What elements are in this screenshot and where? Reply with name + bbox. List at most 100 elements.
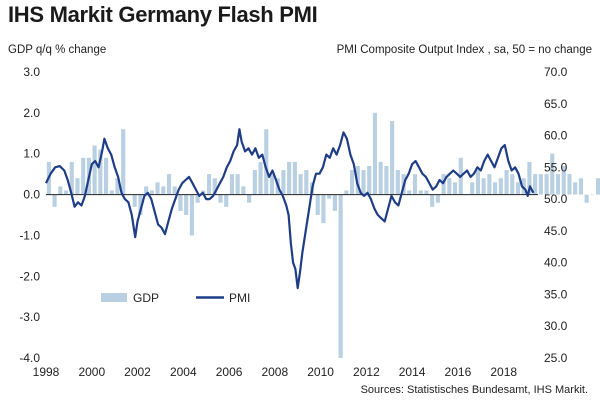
gdp-bar [166, 174, 172, 195]
chart-title: IHS Markit Germany Flash PMI [8, 2, 318, 27]
gdp-bar [498, 178, 503, 195]
gdp-bar [390, 121, 395, 195]
gdp-bar [58, 186, 63, 195]
gdp-bar [578, 178, 583, 195]
gdp-bar [412, 174, 418, 195]
gdp-bar [372, 112, 378, 195]
gdp-bar [104, 157, 109, 195]
gdp-bar [224, 194, 229, 207]
gdp-bar [424, 190, 429, 195]
gdp-bar [378, 161, 383, 195]
right-axis-label: PMI Composite Output Index , sa, 50 = no… [336, 44, 592, 56]
right-tick-label: 35.0 [544, 287, 568, 301]
gdp-bar [172, 186, 177, 195]
gdp-bar [515, 182, 521, 195]
gdp-bar [269, 174, 275, 195]
x-tick-label: 1998 [33, 365, 60, 379]
legend-pmi-label: PMI [229, 291, 250, 305]
right-tick-label: 50.0 [544, 192, 568, 206]
gdp-bar [321, 194, 326, 224]
gdp-bar [247, 194, 252, 203]
left-tick-label: 2.0 [23, 106, 40, 120]
x-tick-label: 2010 [307, 365, 334, 379]
gdp-bar [98, 149, 103, 195]
gdp-bar [567, 174, 572, 195]
legend-gdp-swatch [101, 293, 127, 302]
right-tick-label: 60.0 [544, 129, 568, 143]
gdp-bar [470, 182, 475, 195]
gdp-bar [81, 157, 86, 195]
gdp-bar [596, 178, 600, 195]
gdp-bar [52, 194, 57, 207]
gdp-bar [144, 186, 149, 195]
gdp-bar [493, 182, 498, 195]
gdp-bar [218, 194, 223, 203]
gdp-bar [418, 190, 423, 195]
x-tick-label: 2016 [445, 365, 472, 379]
gdp-bar [298, 174, 303, 195]
left-tick-label: -2.0 [19, 269, 40, 283]
gdp-bar [161, 186, 166, 195]
gdp-bar [504, 170, 509, 195]
gdp-bar [521, 178, 526, 195]
gdp-bar [481, 178, 486, 195]
gdp-bar [121, 129, 126, 195]
gdp-bar [561, 165, 566, 195]
right-tick-label: 30.0 [544, 319, 568, 333]
gdp-bar [184, 194, 189, 215]
gdp-bar [195, 194, 200, 203]
right-tick-label: 45.0 [544, 224, 568, 238]
gdp-bar [435, 194, 440, 203]
gdp-bar [555, 174, 561, 195]
gdp-bar [109, 190, 114, 195]
x-tick-label: 2008 [261, 365, 288, 379]
right-tick-label: 25.0 [544, 351, 568, 365]
gdp-bar [292, 161, 297, 195]
right-tick-label: 70.0 [544, 65, 568, 79]
gdp-bar [69, 161, 74, 195]
gdp-bar [430, 194, 435, 207]
gdp-bar [338, 194, 343, 358]
gdp-bar [235, 174, 240, 195]
gdp-bar [206, 174, 212, 195]
left-tick-label: 1.0 [23, 147, 40, 161]
gdp-bar [550, 153, 555, 195]
gdp-bar [189, 194, 194, 236]
gdp-bar [138, 194, 143, 215]
right-tick-label: 55.0 [544, 160, 568, 174]
gdp-bar [327, 194, 332, 199]
gdp-bar [315, 194, 320, 215]
gdp-bar [533, 174, 538, 195]
gdp-bar [590, 194, 595, 196]
x-tick-label: 2006 [216, 365, 243, 379]
gdp-bar [92, 145, 97, 195]
right-tick-label: 40.0 [544, 256, 568, 270]
x-tick-label: 2014 [399, 365, 426, 379]
gdp-bar [63, 190, 69, 195]
gdp-bar [344, 190, 349, 195]
x-tick-label: 2004 [170, 365, 197, 379]
gdp-bar [475, 170, 480, 195]
gdp-bar [395, 170, 400, 195]
x-tick-label: 2002 [124, 365, 151, 379]
x-tick-label: 2012 [353, 365, 380, 379]
gdp-bar [384, 165, 389, 195]
gdp-bar [544, 174, 549, 195]
gdp-bar [115, 178, 120, 195]
gdp-bar [452, 182, 458, 195]
gdp-bar [487, 174, 492, 195]
gdp-bar [538, 174, 543, 195]
gdp-bar [350, 170, 355, 195]
x-tick-label: 2018 [490, 365, 517, 379]
gdp-bar [178, 194, 183, 211]
gdp-bar [281, 170, 286, 195]
gdp-bar [332, 194, 337, 211]
gdp-bar [241, 186, 246, 195]
gdp-bar [132, 194, 137, 207]
gdp-bar [447, 178, 452, 195]
left-axis-label: GDP q/q % change [8, 44, 107, 56]
left-tick-label: -3.0 [19, 310, 40, 324]
gdp-bar [367, 165, 372, 195]
left-tick-label: -4.0 [19, 351, 40, 365]
x-tick-label: 2000 [78, 365, 105, 379]
